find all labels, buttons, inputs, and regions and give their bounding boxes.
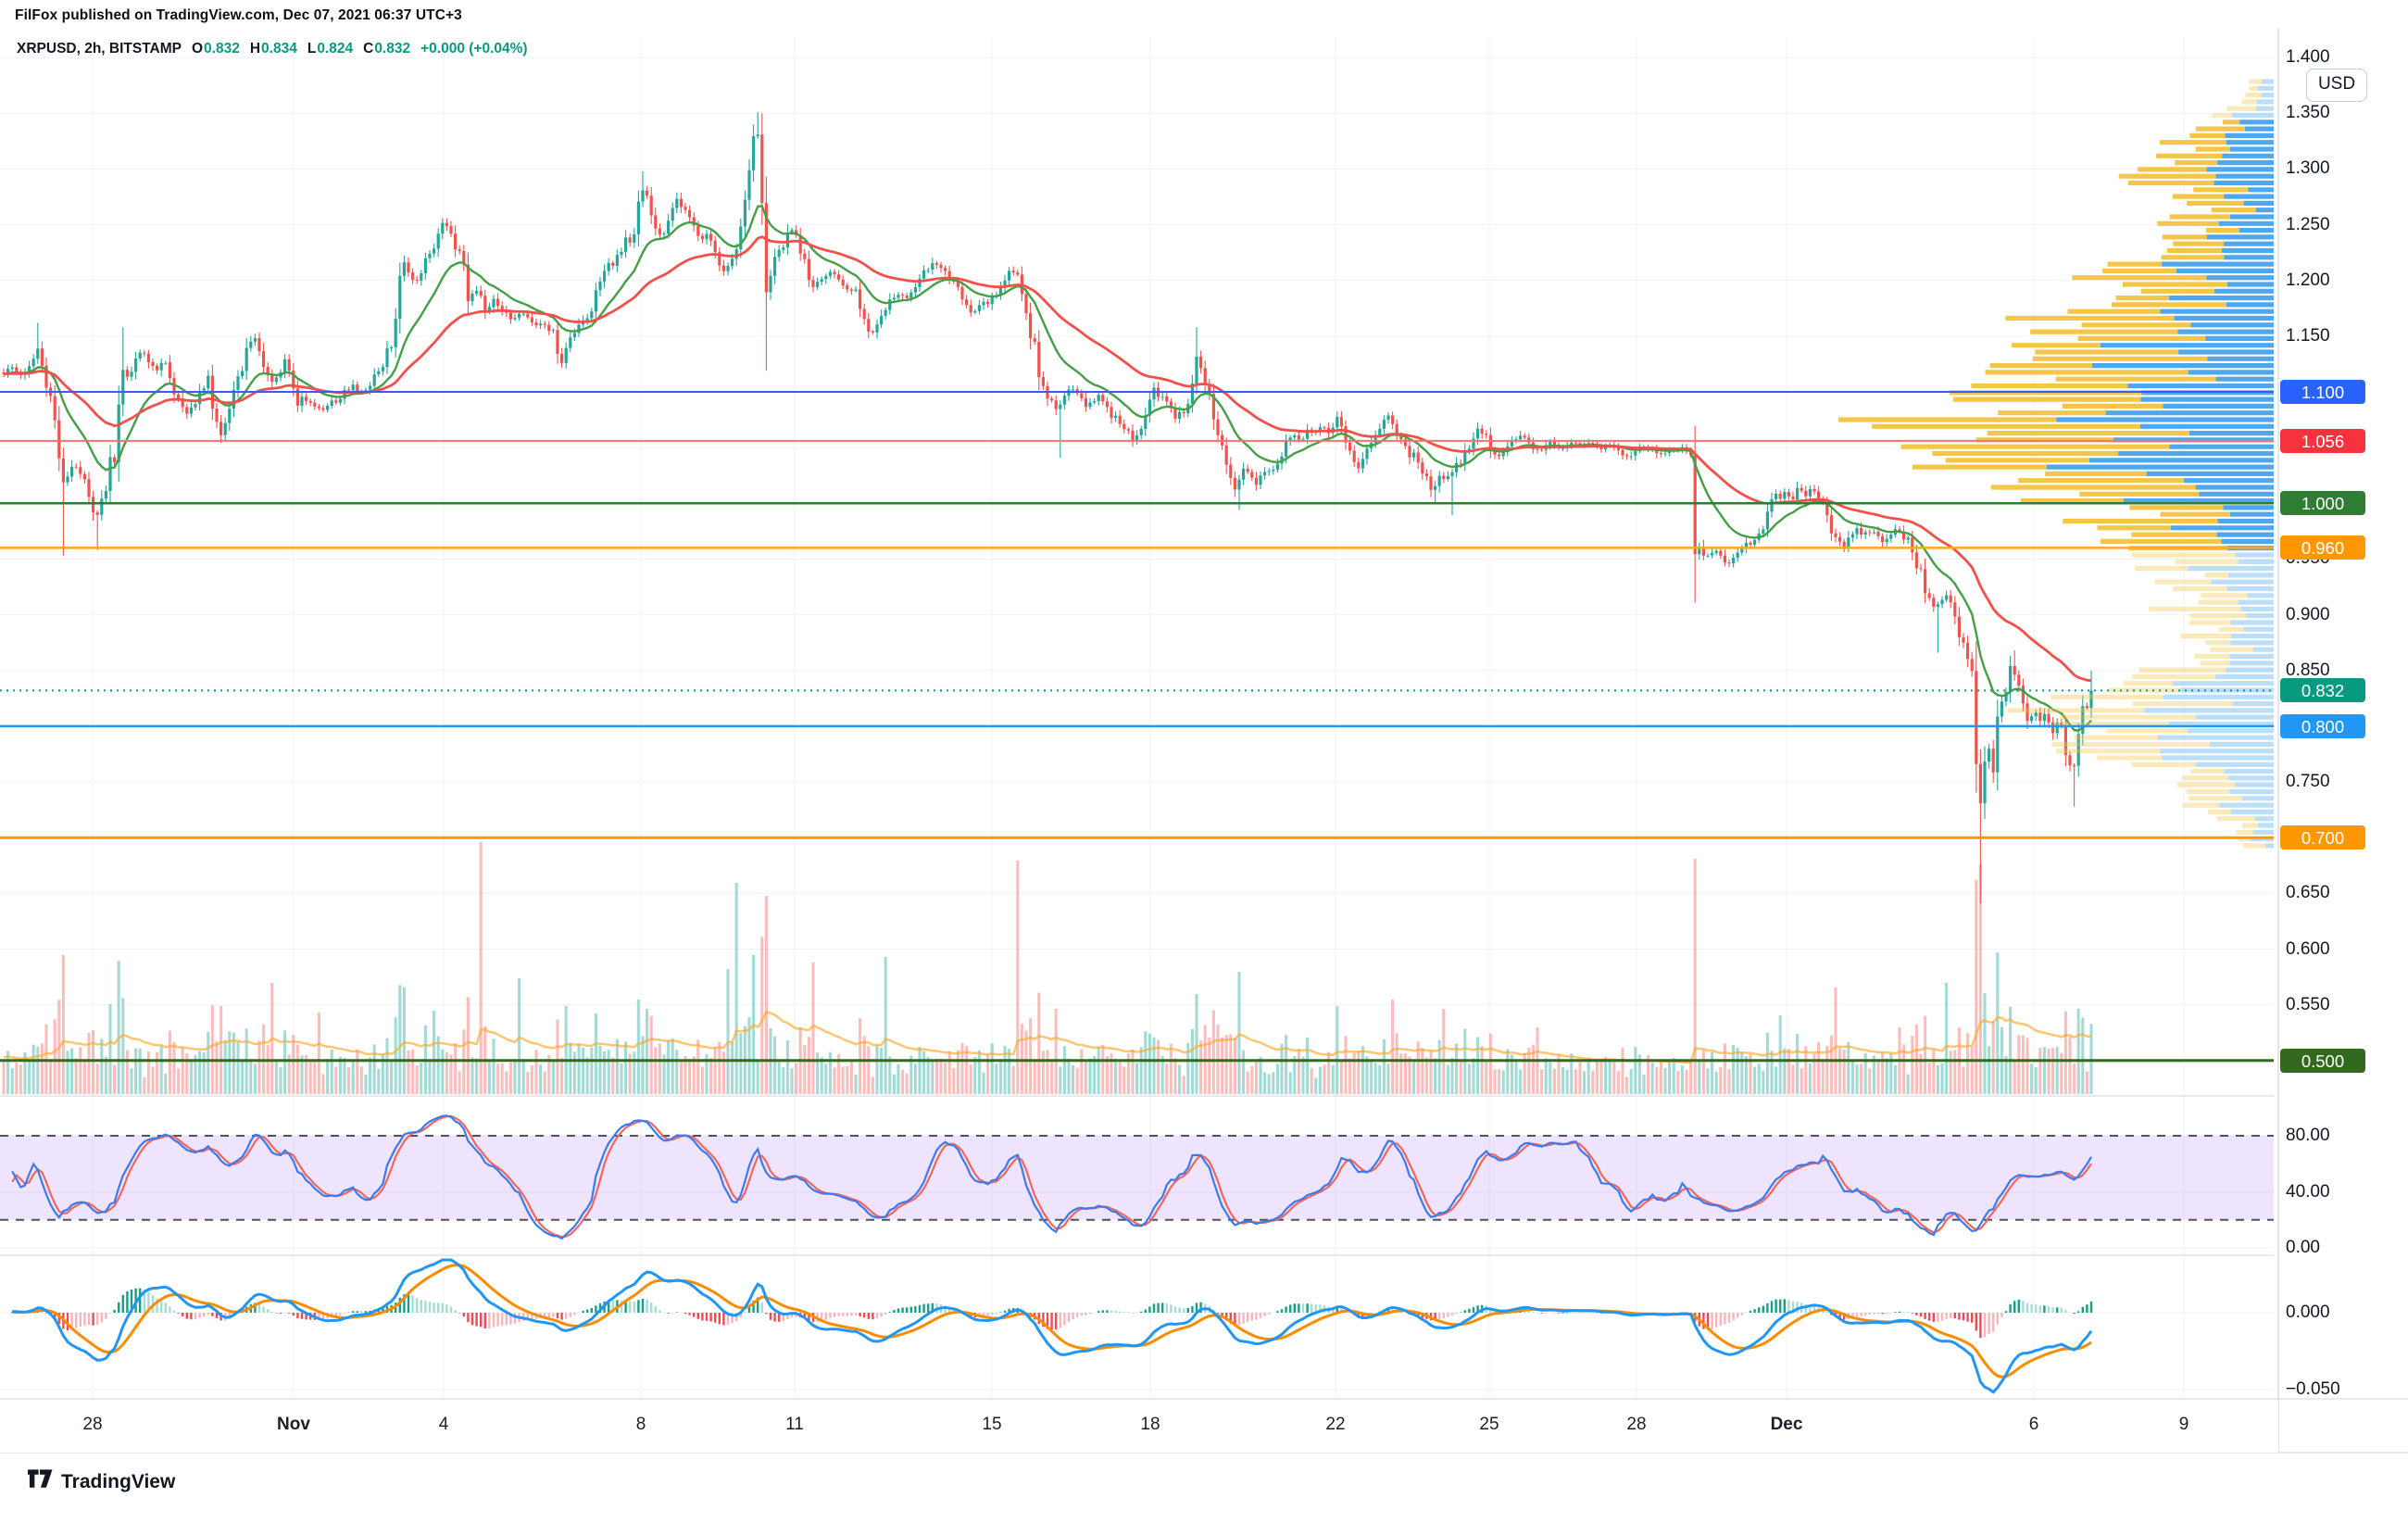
symbol-legend: XRPUSD, 2h, BITSTAMP O 0.832 H 0.834 L 0.82… [17, 41, 528, 57]
price-tick-label: 1.300 [2286, 158, 2330, 179]
time-axis-label: 6 [2028, 1415, 2039, 1434]
price-level-badge: 1.000 [2280, 491, 2365, 516]
time-axis[interactable]: 28 Nov 4 8 11 15 18 22 25 28 Dec 6 9 [0, 1401, 2278, 1453]
stoch-band [0, 1136, 2274, 1220]
time-axis-label: 18 [1140, 1415, 1160, 1434]
stoch-tick-label: 80.00 [2286, 1126, 2330, 1145]
price-level-badge: 0.800 [2280, 713, 2365, 738]
legend-change: +0.000 (+0.04%) [420, 41, 528, 57]
stoch-tick-label: 40.00 [2286, 1181, 2330, 1202]
price-level-badge: 0.700 [2280, 825, 2365, 850]
price-tick-label: 0.750 [2286, 772, 2330, 792]
legend-symbol: XRPUSD, 2h, BITSTAMP [17, 41, 182, 57]
price-tick-label: 1.400 [2286, 47, 2330, 68]
price-tick-label: 1.250 [2286, 214, 2330, 234]
price-tick-label: 1.350 [2286, 103, 2330, 123]
price-axis[interactable]: USD 1.4001.3501.3001.2501.2001.1500.9500… [2278, 0, 2408, 1523]
legend-low: L 0.824 [307, 41, 354, 57]
time-axis-label: 28 [1626, 1415, 1647, 1434]
legend-close: C 0.832 [363, 41, 411, 57]
time-axis-label: 25 [1479, 1415, 1499, 1434]
price-tick-label: 0.900 [2286, 604, 2330, 624]
price-level-badge: 0.960 [2280, 535, 2365, 560]
footer-brand[interactable]: TradingView [28, 1469, 175, 1495]
price-level-badge: 0.500 [2280, 1048, 2365, 1073]
legend-high: H 0.834 [249, 41, 297, 57]
price-level-badge: 1.056 [2280, 428, 2365, 453]
time-axis-label: Nov [277, 1415, 310, 1434]
price-tick-label: 1.150 [2286, 325, 2330, 346]
time-axis-label: 15 [982, 1415, 1002, 1434]
currency-toggle-button[interactable]: USD [2306, 69, 2367, 102]
time-axis-label: 22 [1325, 1415, 1346, 1434]
time-axis-label: 28 [82, 1415, 103, 1434]
tradingview-logo-icon[interactable] [28, 1469, 53, 1495]
time-axis-label: 4 [438, 1415, 449, 1434]
publish-caption: FilFox published on TradingView.com, Dec… [15, 7, 462, 23]
macd-tick-label: −0.050 [2286, 1379, 2340, 1399]
legend-open: O 0.832 [191, 41, 240, 57]
stoch-tick-label: 0.00 [2286, 1238, 2320, 1257]
price-tick-label: 0.600 [2286, 938, 2330, 959]
price-tick-label: 0.850 [2286, 660, 2330, 680]
time-axis-label: Dec [1770, 1415, 1803, 1434]
price-tick-label: 1.200 [2286, 270, 2330, 290]
tradingview-brand[interactable]: TradingView [61, 1471, 176, 1492]
time-axis-label: 8 [635, 1415, 646, 1434]
price-level-badge: 0.832 [2280, 678, 2365, 703]
time-axis-label: 9 [2178, 1415, 2189, 1434]
time-axis-label: 11 [785, 1415, 804, 1434]
price-tick-label: 0.550 [2286, 994, 2330, 1014]
price-level-badge: 1.100 [2280, 380, 2365, 404]
macd-tick-label: 0.000 [2286, 1303, 2330, 1322]
price-tick-label: 0.650 [2286, 883, 2330, 903]
